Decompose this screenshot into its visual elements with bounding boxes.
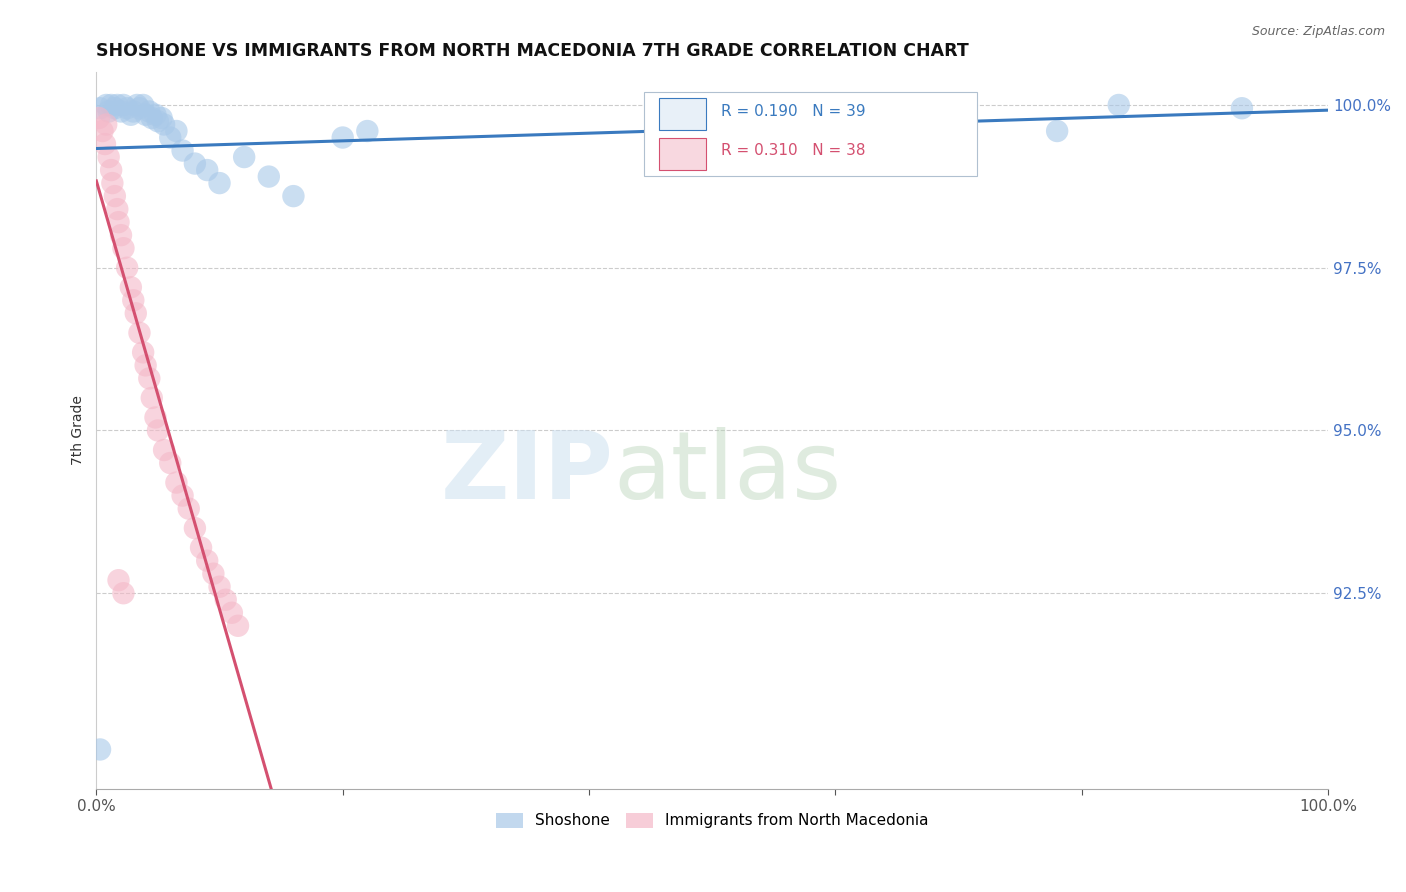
- Point: [257, 169, 280, 184]
- Point: [208, 580, 231, 594]
- Point: [283, 189, 305, 203]
- Point: [1108, 98, 1130, 112]
- Point: [172, 489, 194, 503]
- Point: [105, 202, 128, 216]
- Point: [215, 592, 238, 607]
- Point: [221, 606, 243, 620]
- Point: [122, 293, 145, 308]
- FancyBboxPatch shape: [644, 92, 977, 177]
- Point: [159, 456, 181, 470]
- Text: ZIP: ZIP: [441, 427, 613, 519]
- Point: [132, 98, 155, 112]
- Text: Source: ZipAtlas.com: Source: ZipAtlas.com: [1251, 25, 1385, 38]
- Point: [146, 114, 169, 128]
- Point: [135, 108, 157, 122]
- Point: [101, 176, 124, 190]
- Point: [356, 124, 378, 138]
- Point: [138, 371, 160, 385]
- Point: [87, 111, 110, 125]
- Text: atlas: atlas: [613, 427, 842, 519]
- FancyBboxPatch shape: [659, 138, 706, 169]
- Y-axis label: 7th Grade: 7th Grade: [72, 395, 86, 466]
- Point: [112, 586, 135, 600]
- Point: [141, 391, 163, 405]
- Point: [96, 98, 118, 112]
- Point: [120, 108, 142, 122]
- Point: [107, 573, 129, 587]
- Point: [195, 163, 218, 178]
- Point: [184, 156, 207, 170]
- Point: [125, 98, 148, 112]
- FancyBboxPatch shape: [659, 98, 706, 130]
- Point: [135, 359, 157, 373]
- Point: [100, 163, 122, 178]
- Point: [97, 104, 120, 119]
- Point: [91, 124, 114, 138]
- Point: [800, 111, 823, 125]
- Point: [94, 136, 117, 151]
- Point: [195, 554, 218, 568]
- Point: [146, 424, 169, 438]
- Point: [128, 101, 150, 115]
- Point: [104, 189, 127, 203]
- Point: [177, 501, 200, 516]
- Point: [89, 101, 111, 115]
- Point: [125, 306, 148, 320]
- Text: R = 0.310   N = 38: R = 0.310 N = 38: [721, 144, 865, 159]
- Point: [153, 118, 176, 132]
- Point: [233, 150, 256, 164]
- Point: [128, 326, 150, 340]
- Point: [122, 104, 145, 119]
- Point: [105, 98, 128, 112]
- Point: [112, 98, 135, 112]
- Point: [138, 104, 160, 119]
- Point: [145, 108, 167, 122]
- Point: [120, 280, 142, 294]
- Point: [226, 619, 249, 633]
- Point: [153, 442, 176, 457]
- Point: [132, 345, 155, 359]
- Point: [165, 124, 187, 138]
- Point: [150, 111, 173, 125]
- Text: SHOSHONE VS IMMIGRANTS FROM NORTH MACEDONIA 7TH GRADE CORRELATION CHART: SHOSHONE VS IMMIGRANTS FROM NORTH MACEDO…: [97, 42, 969, 60]
- Point: [165, 475, 187, 490]
- Point: [159, 130, 181, 145]
- Point: [112, 241, 135, 255]
- Point: [96, 118, 118, 132]
- Point: [110, 104, 132, 119]
- Point: [702, 144, 724, 158]
- Point: [190, 541, 212, 555]
- Point: [141, 111, 163, 125]
- Point: [89, 742, 111, 756]
- Point: [184, 521, 207, 535]
- Point: [202, 566, 225, 581]
- Point: [100, 98, 122, 112]
- Point: [332, 130, 354, 145]
- Point: [107, 215, 129, 229]
- Point: [824, 118, 846, 132]
- Point: [104, 101, 127, 115]
- Point: [208, 176, 231, 190]
- Legend: Shoshone, Immigrants from North Macedonia: Shoshone, Immigrants from North Macedoni…: [489, 807, 935, 835]
- Point: [1046, 124, 1069, 138]
- Point: [145, 410, 167, 425]
- Point: [110, 228, 132, 243]
- Point: [97, 150, 120, 164]
- Point: [115, 260, 138, 275]
- Text: R = 0.190   N = 39: R = 0.190 N = 39: [721, 103, 866, 119]
- Point: [1230, 101, 1253, 115]
- Point: [115, 101, 138, 115]
- Point: [172, 144, 194, 158]
